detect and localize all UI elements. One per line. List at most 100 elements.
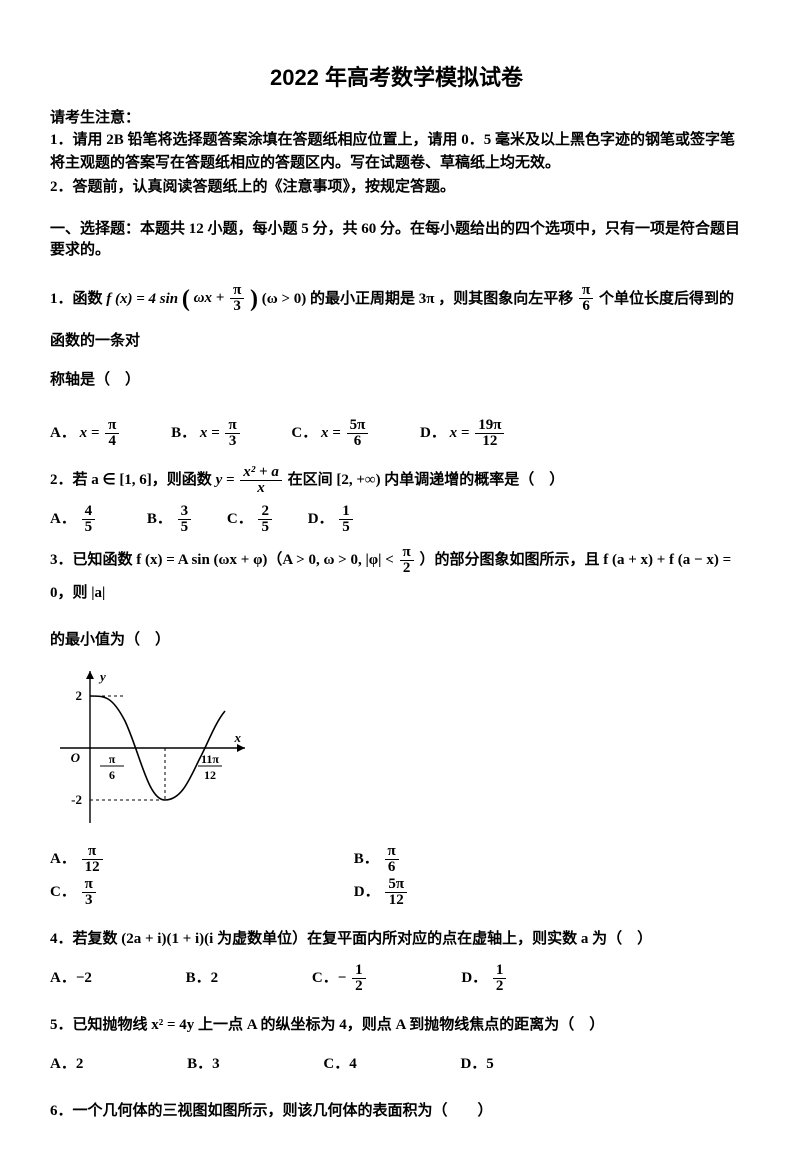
svg-text:y: y [98,669,106,684]
q1-shift-frac: π 6 [579,283,593,314]
q4d-den: 2 [493,979,507,994]
q2-frac-num: x² + a [240,465,282,481]
q1-opt-b-eq: x = [200,425,220,441]
q4a-label: A． [50,970,76,986]
question-1: 1．函数 f (x) = 4 sin ( ωx + π 3 ) (ω > 0) … [50,273,743,359]
q3d-den: 12 [385,893,407,908]
q1c-den: 6 [347,434,369,449]
q3-options: A． π12 B． π6 C． π3 D． 5π12 [50,843,743,909]
q2-yeq: y = [216,472,235,488]
q1-opt-d-label: D． [420,425,446,441]
q3a-label: A． [50,851,76,867]
q2a-frac: 45 [82,504,96,535]
q3a-frac: π12 [82,844,103,875]
q1-opt-d: D． x = 19π12 [420,417,506,450]
q2c-label: C． [227,511,253,527]
q1a-num: π [105,418,119,434]
q1-omega: ωx + [194,290,225,306]
q1d-num: 19π [475,418,504,434]
svg-text:-2: -2 [71,792,82,807]
q3b-label: B． [354,851,379,867]
q2-opt-c: C． 25 [227,503,274,536]
q3-opt-a: A． π12 [50,843,350,876]
q3-graph: 2-2π611π12Oyx [50,663,743,833]
q5b-label: B． [187,1056,212,1072]
q3b-frac: π6 [385,844,399,875]
q2-opt-b: B． 35 [147,503,193,536]
q1d-den: 12 [475,434,504,449]
q4-opt-a: A．−2 [50,962,92,995]
q2c-frac: 25 [258,504,272,535]
q1-opt-a-frac: π4 [105,418,119,449]
q3c-frac: π3 [82,877,96,908]
q3b-num: π [385,844,399,860]
q2a-label: A． [50,511,76,527]
q2-opt-d: D． 15 [308,503,355,536]
q4d-label: D． [461,970,487,986]
question-6: 6．一个几何体的三视图如图所示，则该几何体的表面积为（ ） [50,1095,743,1128]
q2d-den: 5 [339,520,353,535]
svg-text:x: x [234,730,242,745]
q1-frac-pi3-num: π [230,283,244,299]
notice-line-1: 1．请用 2B 铅笔将选择题答案涂填在答题纸相应位置上，请用 0．5 毫米及以上… [50,129,743,174]
q1-frac-pi3-den: 3 [230,299,244,314]
q5-options: A．2 B．3 C．4 D．5 [50,1048,743,1081]
q5c-val: 4 [349,1056,357,1072]
q3-opt-b: B． π6 [354,843,654,876]
q4a-val: −2 [76,970,92,986]
q4c-num: 1 [352,963,366,979]
q2-frac-den: x [240,481,282,496]
q3-phi-num: π [400,545,414,561]
q4b-label: B． [186,970,211,986]
q4-opt-b: B．2 [186,962,219,995]
question-2: 2．若 a ∈ [1, 6]，则函数 y = x² + a x 在区间 [2, … [50,464,743,497]
q5-opt-a: A．2 [50,1048,83,1081]
q2b-num: 3 [178,504,192,520]
q1-opt-c-eq: x = [321,425,341,441]
q2d-label: D． [308,511,334,527]
q3d-frac: 5π12 [385,877,407,908]
notice-heading: 请考生注意： [50,106,743,127]
q1-cond: (ω > 0) 的最小正周期是 3π ，则其图象向左平移 [262,290,577,306]
q5a-label: A． [50,1056,76,1072]
q1-opt-d-frac: 19π12 [475,418,504,449]
q2d-num: 1 [339,504,353,520]
q1-opt-c: C． x = 5π6 [291,417,370,450]
q2-frac: x² + a x [240,465,282,496]
q1-func: f (x) = 4 sin [106,290,178,306]
q4d-num: 1 [493,963,507,979]
q3-opt-d: D． 5π12 [354,876,654,909]
q1-shift-num: π [579,283,593,299]
q4c-label: C． [312,970,338,986]
sine-graph-svg: 2-2π611π12Oyx [50,663,250,833]
q4b-val: 2 [211,970,219,986]
q4c-den: 2 [352,979,366,994]
q3c-den: 3 [82,893,96,908]
svg-text:π: π [109,752,116,766]
q5-opt-d: D．5 [460,1048,493,1081]
q1-opt-c-frac: 5π6 [347,418,369,449]
q5c-label: C． [323,1056,349,1072]
q1a-den: 4 [105,434,119,449]
q4c-frac: 12 [352,963,366,994]
q1-opt-c-label: C． [291,425,317,441]
q2c-num: 2 [258,504,272,520]
q3c-label: C． [50,884,76,900]
q5b-val: 3 [212,1056,220,1072]
q3c-num: π [82,877,96,893]
q3-frac-phi: π 2 [400,545,414,576]
notice-line-2: 2．答题前，认真阅读答题纸上的《注意事项》，按规定答题。 [50,176,743,199]
section-1-heading: 一、选择题：本题共 12 小题，每小题 5 分，共 60 分。在每小题给出的四个… [50,217,743,259]
exam-page: 2022 年高考数学模拟试卷 请考生注意： 1．请用 2B 铅笔将选择题答案涂填… [0,0,793,1174]
q1b-num: π [225,418,239,434]
q5a-val: 2 [76,1056,84,1072]
q1-opt-a-label: A． [50,425,76,441]
q1-options: A． x = π4 B． x = π3 C． x = 5π6 D． x = 19… [50,417,743,450]
q4-opt-d: D． 12 [461,962,508,995]
q3d-num: 5π [385,877,407,893]
q1-pre: 1．函数 [50,290,106,306]
q2d-frac: 15 [339,504,353,535]
q5d-label: D． [460,1056,486,1072]
q2b-label: B． [147,511,172,527]
q2-mid: 在区间 [2, +∞) 内单调递增的概率是（ ） [288,472,565,488]
